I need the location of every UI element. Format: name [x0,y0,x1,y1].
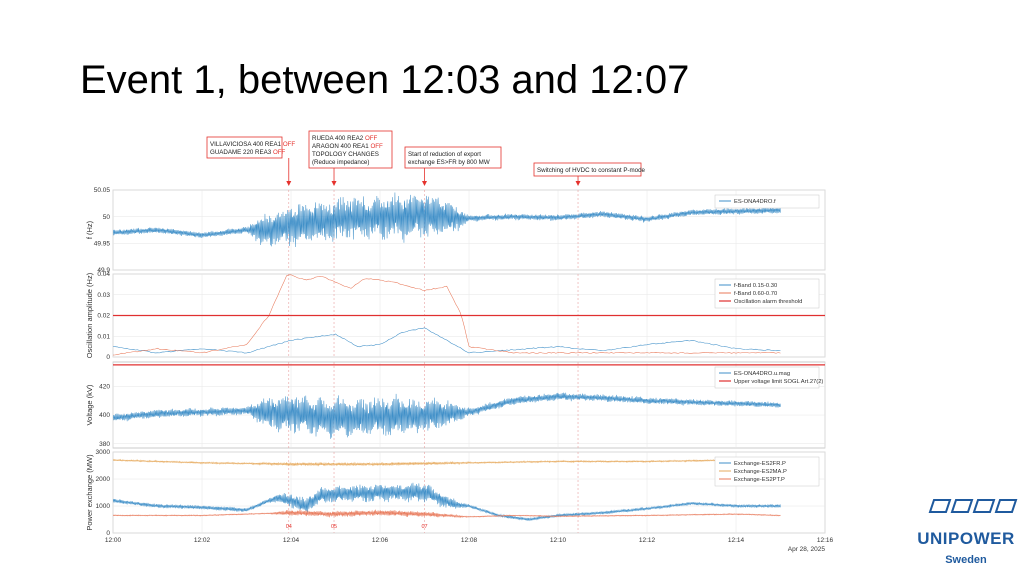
y-tick-label: 2000 [96,476,111,483]
x-tick-label: 12:10 [550,537,567,544]
event-marker-label: 05 [331,524,337,530]
y-tick-label: 380 [99,441,110,448]
legend-entry: Upper voltage limit SOGL Art.27(2) [734,379,823,385]
callout-box [533,162,642,177]
x-tick-label: 12:12 [639,537,656,544]
legend-entry: Oscillation alarm threshold [734,299,802,305]
event-marker-label: 07 [421,524,427,530]
legend: ES-ONA4DRO.u.mag Upper voltage limit SOGL… [714,366,823,389]
y-axis-label: Voltage (kV) [85,384,94,425]
legend-entry: f-Band 0.60-0.70 [734,291,777,297]
logo-wordmark: UNIPOWER [917,529,1015,548]
event-marker-label: 04 [286,524,292,530]
y-axis-label: f (Hz) [85,220,94,239]
series-line-1-1 [113,274,781,356]
logo-segment [950,499,974,513]
date-label: Apr 28, 2025 [788,546,826,553]
callout-line: GUADAME 220 REA3 OFF [210,149,286,156]
callout-line: VILLAVICIOSA 400 REA1 OFF [210,141,295,148]
y-tick-label: 0.02 [97,313,110,320]
company-logo: UNIPOWER Sweden [912,498,1020,570]
series-group [113,274,825,356]
legend-entry: f-Band 0.15-0.30 [734,283,777,289]
x-tick-label: 12:16 [817,537,834,544]
y-tick-label: 0 [106,530,110,537]
y-tick-label: 420 [99,384,110,391]
y-tick-label: 0.03 [97,292,110,299]
legend-box [714,366,820,389]
legend-box [714,278,820,309]
logo-mark-icon [928,499,1018,513]
y-tick-label: 50 [103,214,111,221]
legend-entry: ES-ONA4DRO.u.mag [734,371,790,377]
y-tick-label: 1000 [96,503,111,510]
callout-box [206,136,283,159]
logo-subtitle: Sweden [945,554,987,566]
series-group [113,364,825,439]
panel-frequency: 49.9 49.95 50 50.05 f (Hz) ES-ONA4DRO.f [85,187,826,274]
legend-entry: Exchange-ES2MA.P [734,469,787,475]
y-tick-label: 50.05 [94,187,111,194]
callout-line: Switching of HVDC to constant P-mode [537,167,646,174]
callout-box [404,146,502,169]
series-group [113,192,781,248]
legend: f-Band 0.15-0.30 f-Band 0.60-0.70 Oscillat… [714,278,820,309]
callout-arrowhead [331,181,337,186]
slide-title: Event 1, between 12:03 and 12:07 [80,58,690,102]
x-tick-label: 12:14 [728,537,745,544]
callout-arrowhead [575,181,581,186]
y-tick-label: 49.9 [97,267,110,274]
callout-line: exchange ES>FR by 800 MW [408,159,490,166]
time-axis: 12:00 12:02 12:04 12:06 12:08 12:10 12:12 12:14… [105,537,834,553]
callout-line: ARAGON 400 REA1 OFF [312,143,383,150]
x-tick-label: 12:00 [105,537,122,544]
logo-segment [994,499,1018,513]
legend-entry: Exchange-ES2PT.P [734,477,785,483]
series-line-2-0 [113,392,781,439]
legend-entry: Exchange-ES2FR.P [734,461,786,467]
series-line-3-0 [113,482,781,522]
callout-line: (Reduce impedance) [312,159,369,166]
y-tick-label: 400 [99,412,110,419]
y-tick-label: 0 [106,354,110,361]
x-tick-label: 12:02 [194,537,211,544]
legend-box [714,194,820,209]
x-tick-label: 12:04 [283,537,300,544]
legend-box [714,456,820,487]
y-axis-label: Oscillation amplitude (Hz) [85,272,94,358]
x-tick-label: 12:08 [461,537,478,544]
logo-segment [972,499,996,513]
panel-voltage: 380 400 420 Voltage (kV) ES-ONA4DRO.u.mag Upp… [85,361,826,449]
callout-line: RUEDA 400 REA2 OFF [312,135,378,142]
callout-box [308,130,393,169]
series-group [113,458,781,522]
callout-line: TOPOLOGY CHANGES [312,151,379,158]
y-axis-label: Power exchange (MW) [85,454,94,531]
y-tick-label: 3000 [96,449,111,456]
y-tick-label: 49.95 [94,241,111,248]
callout-4: Switching of HVDC to constant P-mode [533,162,646,186]
legend: ES-ONA4DRO.f [714,194,820,209]
y-tick-label: 0.04 [97,271,110,278]
series-line-3-1 [113,458,781,467]
callout-line: Start of reduction of export [408,151,481,158]
y-tick-label: 0.01 [97,333,110,340]
x-tick-label: 12:06 [372,537,389,544]
legend-entry: ES-ONA4DRO.f [734,199,776,205]
series-line-3-2 [113,509,781,519]
callout-arrowhead [286,181,292,186]
callout-arrowhead [422,181,427,186]
series-line-0-0 [113,192,781,248]
logo-segment [928,499,952,513]
series-line-1-0 [113,327,781,354]
legend: Exchange-ES2FR.P Exchange-ES2MA.P Exchange… [714,456,820,487]
